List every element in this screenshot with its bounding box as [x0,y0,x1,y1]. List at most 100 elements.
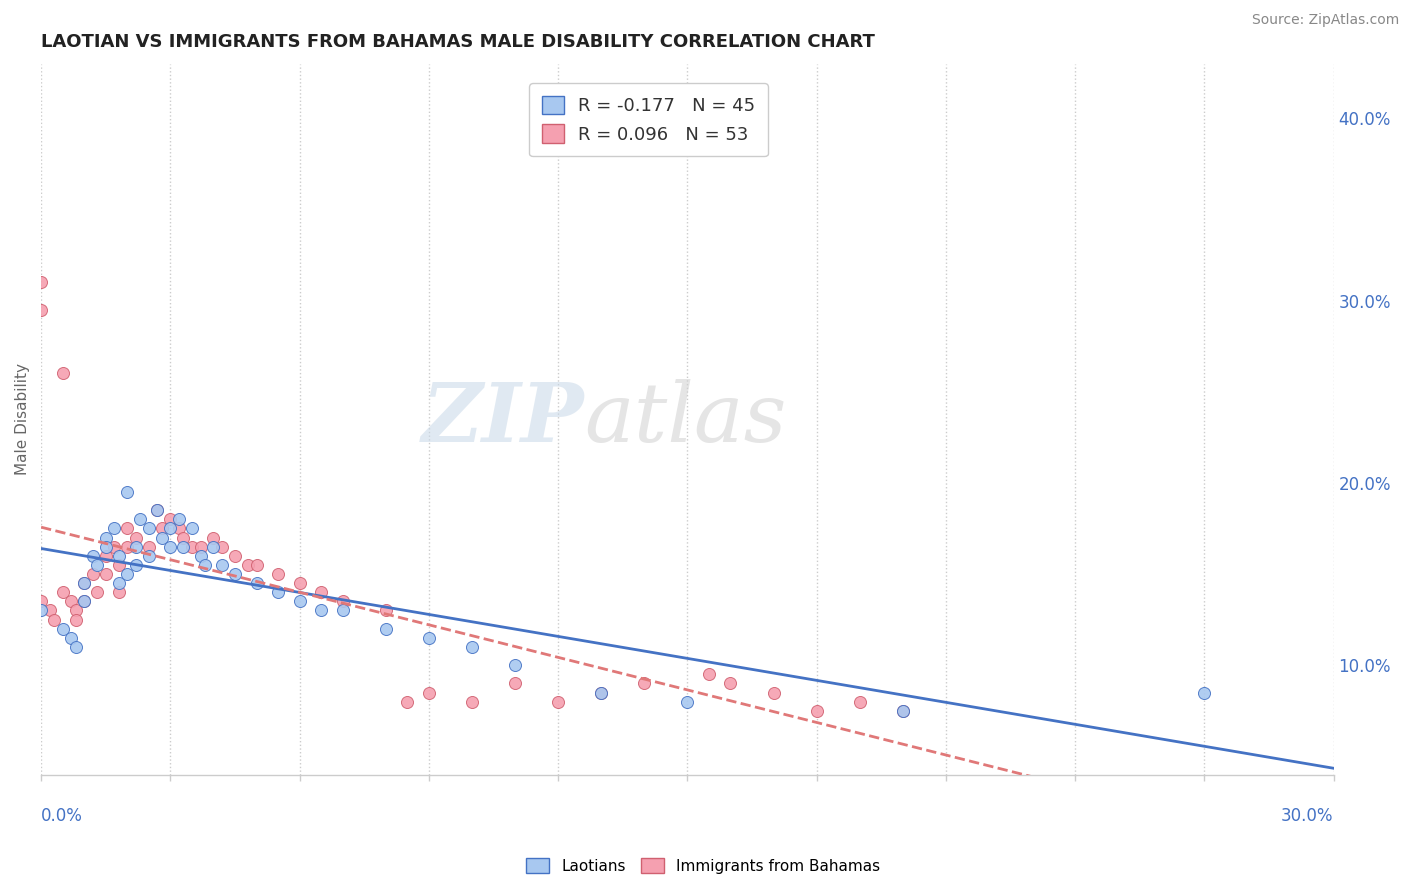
Legend: R = -0.177   N = 45, R = 0.096   N = 53: R = -0.177 N = 45, R = 0.096 N = 53 [529,83,768,156]
Point [167,521,190,535]
Point [211,540,233,554]
Point [236,558,259,572]
Point [848,695,870,709]
Point [461,695,484,709]
Point [309,603,332,617]
Point [125,540,148,554]
Point [167,512,190,526]
Point [65,603,87,617]
Point [1194,685,1216,699]
Point [891,704,914,718]
Point [103,521,125,535]
Text: ZIP: ZIP [422,379,583,459]
Point [125,531,148,545]
Point [30,594,52,608]
Point [150,531,173,545]
Point [117,521,139,535]
Point [73,594,96,608]
Point [591,685,613,699]
Point [288,594,311,608]
Point [190,540,212,554]
Point [107,549,129,563]
Point [396,695,419,709]
Point [73,576,96,591]
Point [82,567,104,582]
Point [129,512,152,526]
Point [107,576,129,591]
Point [82,549,104,563]
Point [86,558,108,572]
Point [52,622,75,636]
Point [60,631,83,645]
Point [418,685,440,699]
Point [374,603,396,617]
Point [138,540,160,554]
Point [117,540,139,554]
Point [180,540,202,554]
Point [30,275,52,289]
Point [288,576,311,591]
Legend: Laotians, Immigrants from Bahamas: Laotians, Immigrants from Bahamas [520,852,886,880]
Point [107,558,129,572]
Point [697,667,720,681]
Point [267,567,290,582]
Point [245,576,267,591]
Point [30,603,52,617]
Point [103,540,125,554]
Point [65,613,87,627]
Point [172,531,194,545]
Point [138,549,160,563]
Point [94,549,117,563]
Point [38,603,60,617]
Point [633,676,655,690]
Point [60,594,83,608]
Point [107,585,129,599]
Point [52,367,75,381]
Text: Source: ZipAtlas.com: Source: ZipAtlas.com [1251,13,1399,28]
Point [224,567,246,582]
Point [138,521,160,535]
Text: 30.0%: 30.0% [1281,806,1334,824]
Point [224,549,246,563]
Point [94,531,117,545]
Point [374,622,396,636]
Point [202,540,225,554]
Point [676,695,699,709]
Point [332,603,354,617]
Point [159,512,181,526]
Point [117,567,139,582]
Point [194,558,217,572]
Point [150,521,173,535]
Point [720,676,742,690]
Point [806,704,828,718]
Point [146,503,169,517]
Point [461,640,484,654]
Point [245,558,267,572]
Text: 0.0%: 0.0% [41,806,83,824]
Point [309,585,332,599]
Text: LAOTIAN VS IMMIGRANTS FROM BAHAMAS MALE DISABILITY CORRELATION CHART: LAOTIAN VS IMMIGRANTS FROM BAHAMAS MALE … [41,33,875,51]
Point [159,540,181,554]
Point [125,558,148,572]
Point [503,676,526,690]
Point [94,567,117,582]
Point [94,540,117,554]
Point [117,485,139,500]
Point [762,685,785,699]
Point [418,631,440,645]
Point [172,540,194,554]
Point [73,594,96,608]
Point [65,640,87,654]
Point [332,594,354,608]
Point [146,503,169,517]
Y-axis label: Male Disability: Male Disability [15,363,30,475]
Point [180,521,202,535]
Point [159,521,181,535]
Point [202,531,225,545]
Text: atlas: atlas [583,379,786,459]
Point [591,685,613,699]
Point [267,585,290,599]
Point [30,302,52,317]
Point [86,585,108,599]
Point [190,549,212,563]
